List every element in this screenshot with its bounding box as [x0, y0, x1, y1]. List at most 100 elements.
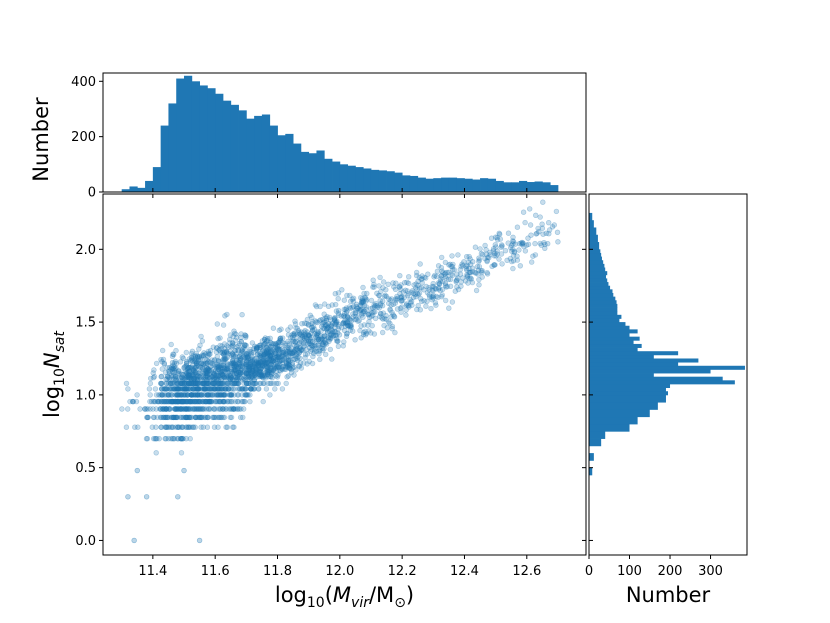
- scatter-point: [254, 361, 260, 367]
- scatter-point: [221, 358, 227, 364]
- y-tick-label: 1.0: [75, 388, 96, 403]
- scatter-point: [455, 286, 462, 293]
- scatter-point: [227, 348, 233, 354]
- histogram-bar: [589, 260, 604, 265]
- scatter-point: [219, 386, 225, 392]
- histogram-bar: [589, 329, 638, 334]
- scatter-point: [183, 360, 190, 367]
- histogram-bar: [589, 311, 618, 316]
- scatter-point: [207, 348, 214, 354]
- scatter-point: [245, 372, 252, 379]
- scatter-point: [249, 368, 255, 374]
- scatter-point: [199, 365, 206, 371]
- scatter-point: [171, 376, 177, 382]
- scatter-point: [219, 343, 225, 349]
- scatter-point: [195, 377, 201, 383]
- scatter-point: [259, 363, 266, 369]
- scatter-point: [278, 326, 284, 332]
- scatter-point: [155, 398, 162, 405]
- scatter-point: [258, 366, 264, 372]
- scatter-point: [371, 302, 377, 308]
- scatter-point: [454, 284, 460, 290]
- scatter-point: [248, 349, 255, 355]
- scatter-point: [169, 398, 176, 405]
- scatter-point: [363, 332, 369, 338]
- scatter-point: [462, 278, 469, 284]
- scatter-point: [171, 352, 177, 358]
- scatter-point: [469, 279, 476, 286]
- scatter-point: [285, 373, 292, 379]
- scatter-point: [509, 258, 515, 265]
- scatter-point: [236, 364, 243, 370]
- scatter-point: [253, 368, 259, 374]
- scatter-point: [195, 386, 202, 392]
- scatter-point: [327, 336, 333, 343]
- scatter-point: [505, 230, 512, 236]
- scatter-point: [232, 347, 238, 354]
- scatter-point: [249, 358, 256, 364]
- scatter-point: [393, 280, 399, 286]
- scatter-point: [165, 392, 171, 398]
- scatter-point: [331, 329, 338, 335]
- scatter-point: [299, 347, 305, 353]
- scatter-point: [436, 281, 443, 287]
- scatter-point: [439, 254, 445, 261]
- scatter-point: [333, 332, 340, 339]
- histogram-bar: [254, 115, 263, 192]
- scatter-point: [304, 336, 310, 342]
- scatter-point: [482, 255, 488, 262]
- scatter-point: [238, 339, 244, 345]
- scatter-point: [179, 386, 185, 392]
- scatter-point: [187, 398, 194, 405]
- scatter-point: [175, 424, 181, 430]
- scatter-point: [225, 361, 231, 368]
- y-tick-label: 2.0: [75, 243, 96, 258]
- scatter-point: [430, 288, 436, 294]
- scatter-point: [227, 336, 233, 343]
- scatter-point: [336, 332, 343, 338]
- scatter-point: [193, 358, 199, 364]
- scatter-point: [309, 360, 316, 367]
- scatter-point: [270, 366, 276, 373]
- scatter-point: [463, 265, 469, 272]
- scatter-point: [232, 406, 239, 412]
- scatter-point: [235, 380, 242, 387]
- histogram-bar: [160, 125, 169, 192]
- scatter-point: [189, 356, 195, 362]
- scatter-point: [150, 398, 157, 405]
- scatter-point: [228, 398, 234, 405]
- scatter-point: [204, 369, 211, 375]
- scatter-point: [372, 315, 379, 322]
- scatter-point: [204, 386, 211, 392]
- scatter-point: [215, 386, 221, 392]
- scatter-point: [221, 373, 228, 380]
- scatter-point: [223, 349, 230, 355]
- scatter-point: [183, 380, 190, 387]
- scatter-point: [248, 351, 255, 357]
- scatter-point: [239, 363, 246, 370]
- histogram-bar: [448, 177, 458, 192]
- scatter-point: [314, 334, 320, 341]
- scatter-point: [244, 392, 251, 398]
- scatter-point: [277, 361, 283, 367]
- histogram-bar: [589, 333, 630, 338]
- scatter-point: [293, 351, 299, 358]
- scatter-point: [334, 318, 340, 325]
- scatter-point: [211, 414, 217, 421]
- scatter-point: [189, 376, 195, 382]
- scatter-point: [299, 334, 306, 340]
- scatter-point: [358, 303, 364, 309]
- scatter-point: [209, 414, 216, 421]
- scatter-point: [285, 327, 291, 333]
- scatter-point: [148, 398, 155, 405]
- scatter-point: [310, 353, 316, 360]
- scatter-point: [439, 286, 446, 293]
- scatter-point: [188, 392, 195, 398]
- scatter-point: [173, 406, 180, 412]
- scatter-point: [492, 250, 498, 257]
- scatter-point: [308, 348, 314, 354]
- scatter-point: [366, 311, 372, 317]
- scatter-point: [346, 304, 353, 310]
- scatter-point: [291, 331, 297, 337]
- scatter-point: [190, 353, 196, 359]
